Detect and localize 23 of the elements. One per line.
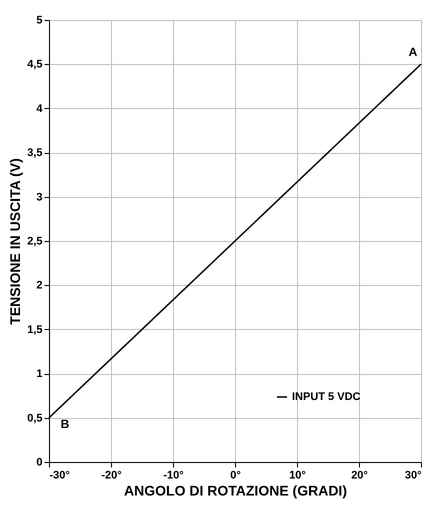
x-axis-title: ANGOLO DI ROTAZIONE (GRADI) <box>124 482 347 498</box>
y-tick-label: 5 <box>36 14 42 26</box>
y-tick-label: 4 <box>36 102 44 115</box>
y-tick-label: 0,5 <box>27 412 42 424</box>
y-tick-label: 2,5 <box>27 236 42 248</box>
x-tick-label: -20° <box>101 470 122 482</box>
y-tick-label: 0 <box>36 456 42 468</box>
x-tick-label: 0° <box>230 470 241 482</box>
legend-label: INPUT 5 VDC <box>292 391 361 403</box>
x-tick-label: 20° <box>351 470 368 482</box>
x-tick-label: -10° <box>163 470 184 482</box>
x-tick-label: 10° <box>289 470 306 482</box>
annotation: A <box>408 45 418 60</box>
y-tick-label: 1 <box>36 368 42 380</box>
annotation: B <box>60 416 70 431</box>
x-tick-label: 30° <box>404 470 422 482</box>
y-tick-label: 3,5 <box>27 147 42 160</box>
y-tick-label: 2 <box>36 280 42 292</box>
y-axis-title: TENSIONE IN USCITA (V) <box>7 158 24 325</box>
y-tick-label: 1,5 <box>27 324 42 336</box>
y-tick-label: 3 <box>36 191 42 204</box>
x-tick-label: -30° <box>50 470 70 482</box>
y-tick-label: 4,5 <box>27 58 42 71</box>
